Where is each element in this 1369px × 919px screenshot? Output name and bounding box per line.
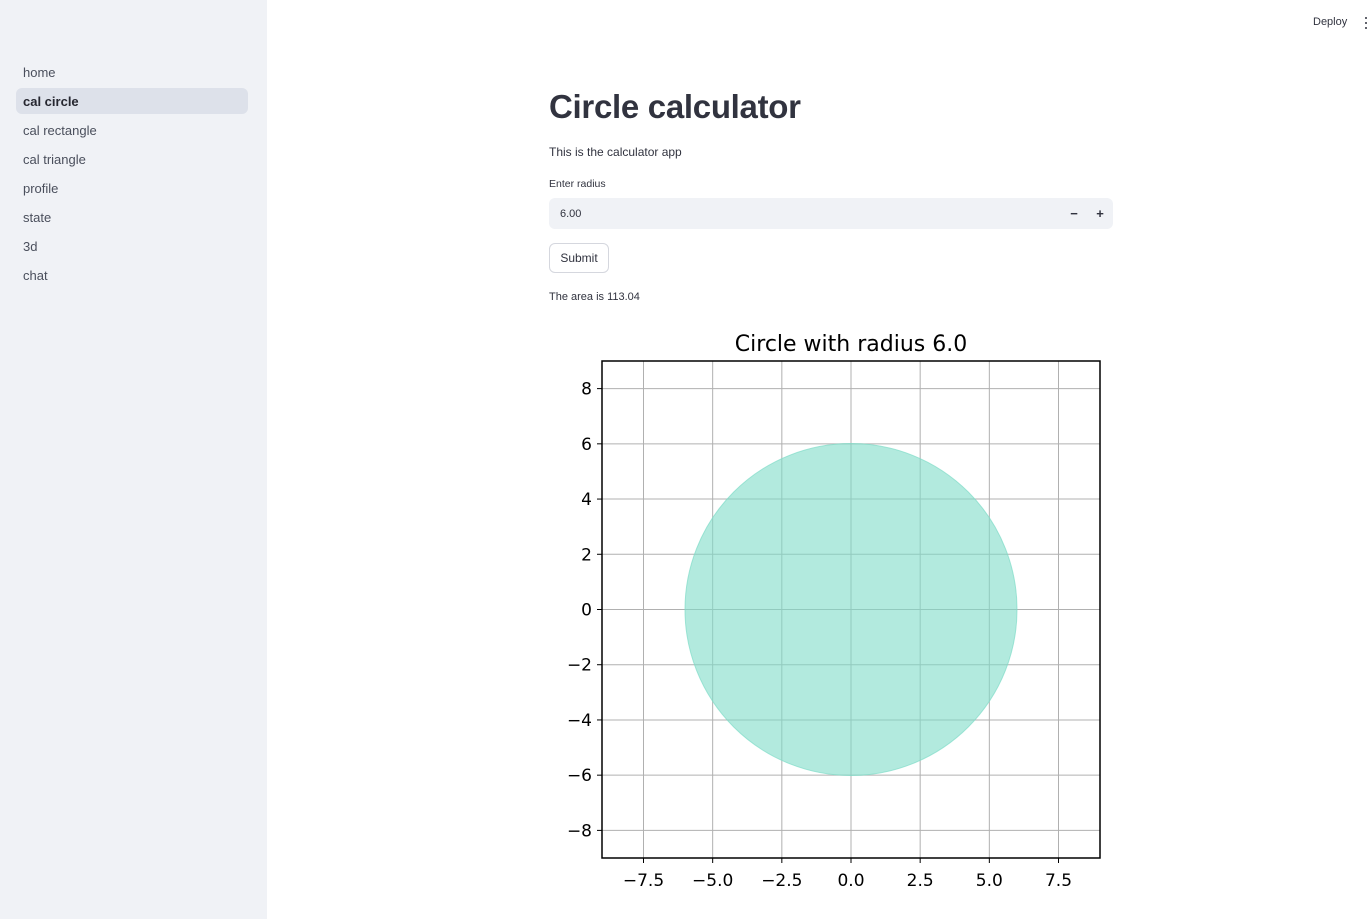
y-tick-label: 4 <box>581 490 592 510</box>
y-tick-label: −2 <box>567 656 592 676</box>
sidebar-item-state[interactable]: state <box>16 204 248 230</box>
x-tick-label: 5.0 <box>976 871 1003 891</box>
submit-button[interactable]: Submit <box>549 243 609 273</box>
x-tick-label: 0.0 <box>837 871 864 891</box>
sidebar-item-label: 3d <box>23 238 38 254</box>
y-tick-label: 8 <box>581 380 592 400</box>
sidebar-item-cal-triangle[interactable]: cal triangle <box>16 146 248 172</box>
y-tick-label: −4 <box>567 711 592 731</box>
sidebar-item-label: home <box>23 64 56 80</box>
y-tick-label: 6 <box>581 435 592 455</box>
deploy-button[interactable]: Deploy <box>1313 16 1348 28</box>
sidebar-item-3d[interactable]: 3d <box>16 233 248 259</box>
sidebar-nav: home cal circle cal rectangle cal triang… <box>16 59 248 291</box>
radius-label: Enter radius <box>549 178 606 190</box>
circle-shape <box>684 443 1018 776</box>
x-tick-label: 2.5 <box>907 871 934 891</box>
y-tick-label: 0 <box>581 601 592 621</box>
area-result-text: The area is 113.04 <box>549 291 640 303</box>
y-tick-label: 2 <box>581 545 592 565</box>
vertical-dots-icon[interactable] <box>1362 15 1369 31</box>
sidebar-item-profile[interactable]: profile <box>16 175 248 201</box>
radius-number-input: − + <box>549 198 1113 229</box>
sidebar-item-chat[interactable]: chat <box>16 262 248 288</box>
sidebar-item-label: chat <box>23 267 48 283</box>
sidebar-item-label: cal triangle <box>23 151 86 167</box>
x-tick-label: 7.5 <box>1045 871 1072 891</box>
sidebar-item-label: cal rectangle <box>23 122 97 138</box>
chart-ticks: −7.5 −5.0 −2.5 0.0 2.5 5.0 7.5 8 6 4 2 0 −2 −4 −6 −8 <box>567 380 1072 891</box>
page-subtitle: This is the calculator app <box>549 145 682 159</box>
sidebar: home cal circle cal rectangle cal triang… <box>0 0 267 919</box>
sidebar-item-home[interactable]: home <box>16 59 248 85</box>
sidebar-item-cal-circle[interactable]: cal circle <box>16 88 248 114</box>
sidebar-item-label: profile <box>23 180 59 196</box>
x-tick-label: −7.5 <box>623 871 664 891</box>
sidebar-item-label: state <box>23 209 52 225</box>
sidebar-item-label: cal circle <box>23 93 79 109</box>
circle-chart: Circle with radius 6.0 −7.5 −5.0 −2.5 0.0 2.… <box>567 332 1101 891</box>
plot-area-frame <box>601 360 1101 859</box>
y-tick-label: −6 <box>567 766 592 786</box>
increment-button[interactable]: + <box>1096 206 1104 221</box>
x-tick-label: −2.5 <box>761 871 802 891</box>
sidebar-item-cal-rectangle[interactable]: cal rectangle <box>16 117 248 143</box>
chart-title: Circle with radius 6.0 <box>735 332 967 357</box>
chart-data-layer <box>684 443 1018 776</box>
page-title: Circle calculator <box>549 88 801 125</box>
radius-input[interactable] <box>549 198 1061 229</box>
x-tick-label: −5.0 <box>692 871 733 891</box>
decrement-button[interactable]: − <box>1070 206 1078 221</box>
y-tick-label: −8 <box>567 821 592 841</box>
